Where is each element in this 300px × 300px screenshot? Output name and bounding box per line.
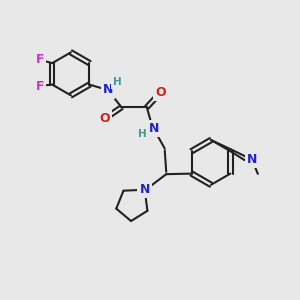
Text: F: F (35, 80, 44, 93)
Text: H: H (112, 76, 121, 87)
Text: N: N (103, 83, 113, 97)
Text: N: N (148, 122, 159, 135)
Text: O: O (155, 86, 166, 99)
Text: N: N (247, 153, 258, 166)
Text: O: O (100, 112, 110, 125)
Text: H: H (138, 129, 147, 139)
Text: F: F (35, 53, 44, 66)
Text: N: N (140, 183, 150, 196)
